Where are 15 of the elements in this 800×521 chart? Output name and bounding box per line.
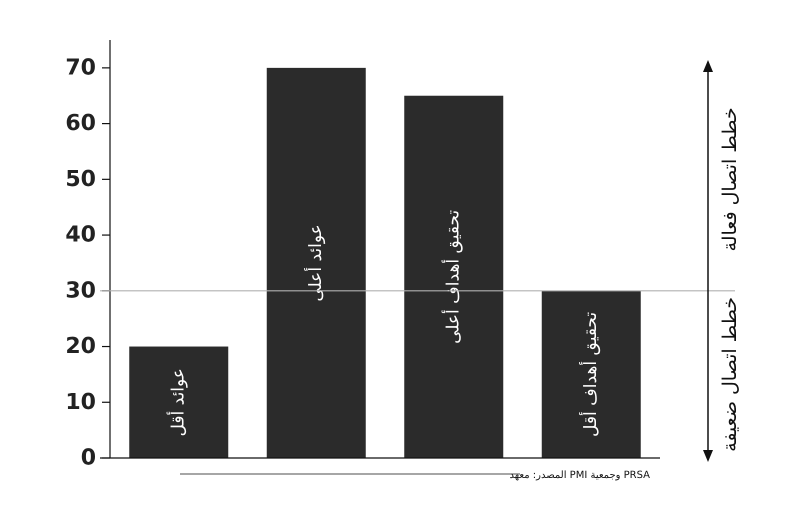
- data-label: تحقيق أهداف أقل: [579, 312, 602, 437]
- y-tick-label: 50: [65, 166, 96, 192]
- y-tick-label: 40: [65, 222, 96, 248]
- text: المصدر: معهد PMI وجمعية PRSA: [510, 470, 650, 481]
- data-label: عوائد أقل: [166, 368, 189, 436]
- data-label: عوائد أعلى: [304, 224, 326, 302]
- text: خطط اتصال ضعيفة: [719, 296, 741, 452]
- text: خطط اتصال فعالة: [719, 107, 741, 252]
- data-label: تحقيق أهداف أعلى: [442, 210, 464, 344]
- y-tick-label: 10: [65, 390, 96, 415]
- y-tick-label: 20: [65, 334, 96, 360]
- y-tick-label: 60: [65, 111, 96, 136]
- y-tick-label: 70: [65, 55, 96, 80]
- y-tick-label: 30: [65, 278, 96, 304]
- y-tick-label: 0: [80, 446, 96, 470]
